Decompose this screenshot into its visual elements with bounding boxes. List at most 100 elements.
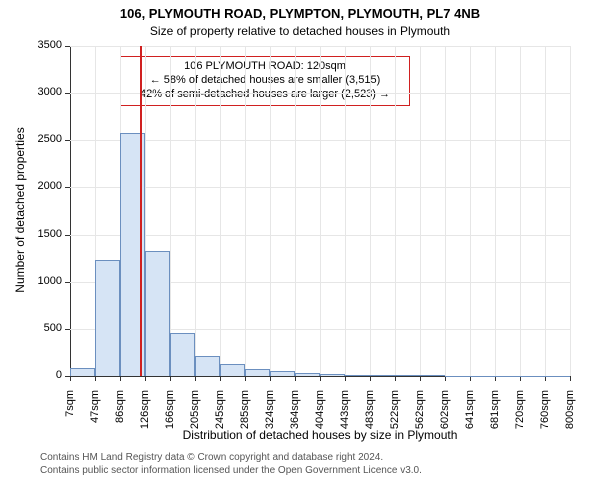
info-box-line2: ← 58% of detached houses are smaller (3,… [125, 74, 405, 88]
histogram-bar [245, 369, 270, 376]
x-tick-mark [570, 376, 571, 381]
info-box-line3: 42% of semi-detached houses are larger (… [125, 88, 405, 102]
x-grid-line [320, 46, 321, 376]
y-axis-label: Number of detached properties [13, 120, 27, 300]
x-grid-line [270, 46, 271, 376]
x-tick-label: 364sqm [289, 390, 301, 440]
x-tick-label: 562sqm [414, 390, 426, 440]
x-tick-label: 324sqm [264, 390, 276, 440]
y-tick-mark [65, 282, 70, 283]
x-tick-mark [195, 376, 196, 381]
x-tick-label: 404sqm [314, 390, 326, 440]
x-tick-mark [295, 376, 296, 381]
y-tick-label: 0 [0, 369, 62, 381]
title-line1: 106, PLYMOUTH ROAD, PLYMPTON, PLYMOUTH, … [0, 6, 600, 21]
x-tick-mark [370, 376, 371, 381]
x-tick-label: 166sqm [164, 390, 176, 440]
histogram-bar [270, 371, 295, 376]
x-tick-mark [245, 376, 246, 381]
x-tick-mark [120, 376, 121, 381]
x-grid-line [520, 46, 521, 376]
x-tick-label: 800sqm [564, 390, 576, 440]
x-tick-label: 205sqm [189, 390, 201, 440]
x-grid-line [470, 46, 471, 376]
histogram-bar [295, 373, 320, 376]
y-tick-label: 500 [0, 322, 62, 334]
chart-container: 106, PLYMOUTH ROAD, PLYMPTON, PLYMOUTH, … [0, 0, 600, 500]
histogram-bar [495, 376, 520, 377]
title-line2: Size of property relative to detached ho… [0, 24, 600, 38]
histogram-bar [395, 375, 420, 376]
info-box: 106 PLYMOUTH ROAD: 120sqm ← 58% of detac… [120, 56, 410, 106]
x-grid-line [295, 46, 296, 376]
y-tick-label: 2000 [0, 180, 62, 192]
histogram-bar [420, 375, 445, 376]
info-box-line1: 106 PLYMOUTH ROAD: 120sqm [125, 60, 405, 74]
x-grid-line [545, 46, 546, 376]
x-grid-line [195, 46, 196, 376]
y-tick-label: 2500 [0, 133, 62, 145]
x-tick-mark [145, 376, 146, 381]
x-grid-line [395, 46, 396, 376]
y-tick-mark [65, 93, 70, 94]
x-tick-label: 720sqm [514, 390, 526, 440]
x-tick-label: 443sqm [339, 390, 351, 440]
histogram-bar [95, 260, 120, 376]
x-tick-mark [445, 376, 446, 381]
histogram-bar [345, 375, 370, 376]
histogram-bar [445, 376, 470, 377]
y-tick-label: 3000 [0, 86, 62, 98]
y-tick-label: 1500 [0, 228, 62, 240]
x-tick-label: 522sqm [389, 390, 401, 440]
x-tick-label: 86sqm [114, 390, 126, 440]
y-tick-label: 1000 [0, 275, 62, 287]
histogram-bar [470, 376, 495, 377]
x-grid-line [370, 46, 371, 376]
x-tick-label: 7sqm [64, 390, 76, 440]
x-tick-label: 483sqm [364, 390, 376, 440]
x-grid-line [420, 46, 421, 376]
x-tick-mark [345, 376, 346, 381]
footer: Contains HM Land Registry data © Crown c… [0, 452, 600, 477]
x-grid-line [570, 46, 571, 376]
histogram-bar [220, 364, 245, 376]
x-grid-line [345, 46, 346, 376]
x-tick-label: 602sqm [439, 390, 451, 440]
x-grid-line [245, 46, 246, 376]
footer-line2: Contains public sector information licen… [0, 465, 600, 478]
footer-line1: Contains HM Land Registry data © Crown c… [0, 452, 600, 465]
histogram-bar [520, 376, 545, 377]
x-tick-mark [395, 376, 396, 381]
y-axis-line [70, 46, 71, 376]
x-tick-label: 760sqm [539, 390, 551, 440]
histogram-bar [370, 375, 395, 376]
y-tick-mark [65, 140, 70, 141]
y-tick-mark [65, 187, 70, 188]
x-tick-label: 681sqm [489, 390, 501, 440]
x-tick-label: 285sqm [239, 390, 251, 440]
x-tick-mark [495, 376, 496, 381]
histogram-bar [170, 333, 195, 376]
x-tick-label: 245sqm [214, 390, 226, 440]
x-tick-mark [220, 376, 221, 381]
x-grid-line [170, 46, 171, 376]
x-grid-line [495, 46, 496, 376]
x-tick-label: 47sqm [89, 390, 101, 440]
x-tick-mark [95, 376, 96, 381]
x-tick-mark [70, 376, 71, 381]
marker-line [140, 46, 142, 376]
y-tick-mark [65, 235, 70, 236]
histogram-bar [320, 374, 345, 376]
x-tick-mark [420, 376, 421, 381]
x-tick-mark [170, 376, 171, 381]
x-grid-line [445, 46, 446, 376]
x-tick-mark [470, 376, 471, 381]
y-tick-label: 3500 [0, 39, 62, 51]
histogram-bar [195, 356, 220, 376]
x-tick-mark [320, 376, 321, 381]
x-tick-mark [270, 376, 271, 381]
histogram-bar [145, 251, 170, 376]
x-tick-label: 641sqm [464, 390, 476, 440]
x-tick-label: 126sqm [139, 390, 151, 440]
y-tick-mark [65, 329, 70, 330]
